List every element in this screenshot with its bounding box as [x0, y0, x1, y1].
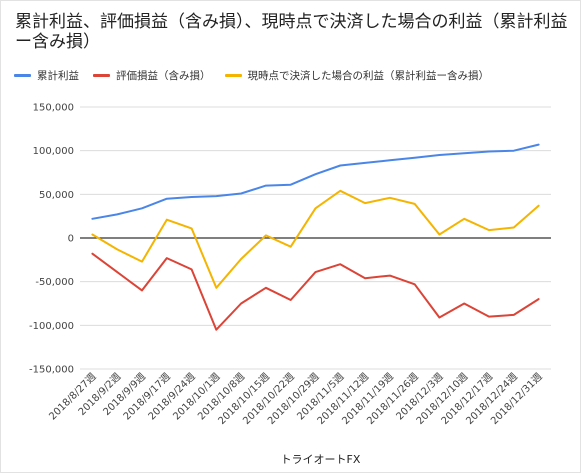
series-points-settled-profit: [92, 190, 539, 288]
series-points-unrealized-pl: [92, 253, 539, 330]
y-tick-label: 150,000: [33, 103, 74, 114]
legend-item-cumulative-profit: 累計利益: [14, 68, 79, 83]
legend-swatch-cumulative-profit: [14, 74, 31, 77]
chart-title: 累計利益、評価損益（含み損）、現時点で決済した場合の利益（累計利益ー含み損）: [15, 12, 568, 52]
legend-item-unrealized-pl: 評価損益（含み損）: [93, 68, 211, 83]
series-line-cumulative-profit: [91, 143, 540, 220]
legend-item-settled-profit: 現時点で決済した場合の利益（累計利益ー含み損）: [224, 68, 490, 83]
legend-swatch-settled-profit: [224, 74, 242, 77]
series-line-unrealized-pl: [91, 252, 540, 331]
y-tick-label: -50,000: [35, 277, 74, 288]
legend-label-settled-profit: 現時点で決済した場合の利益（累計利益ー含み損）: [247, 70, 490, 82]
legend-swatch-unrealized-pl: [93, 74, 110, 77]
y-tick-label: 100,000: [33, 146, 74, 157]
x-axis-label: トライオートFX: [281, 453, 361, 466]
y-tick-label: -100,000: [29, 321, 74, 332]
series-points-cumulative-profit: [92, 144, 539, 219]
y-tick-label: 0: [68, 234, 74, 245]
chart-legend: 累計利益 評価損益（含み損） 現時点で決済した場合の利益（累計利益ー含み損）: [14, 68, 503, 83]
y-tick-label: -150,000: [29, 365, 74, 376]
legend-label-cumulative-profit: 累計利益: [37, 70, 79, 82]
y-tick-label: 50,000: [39, 190, 74, 201]
legend-label-unrealized-pl: 評価損益（含み損）: [116, 70, 211, 82]
